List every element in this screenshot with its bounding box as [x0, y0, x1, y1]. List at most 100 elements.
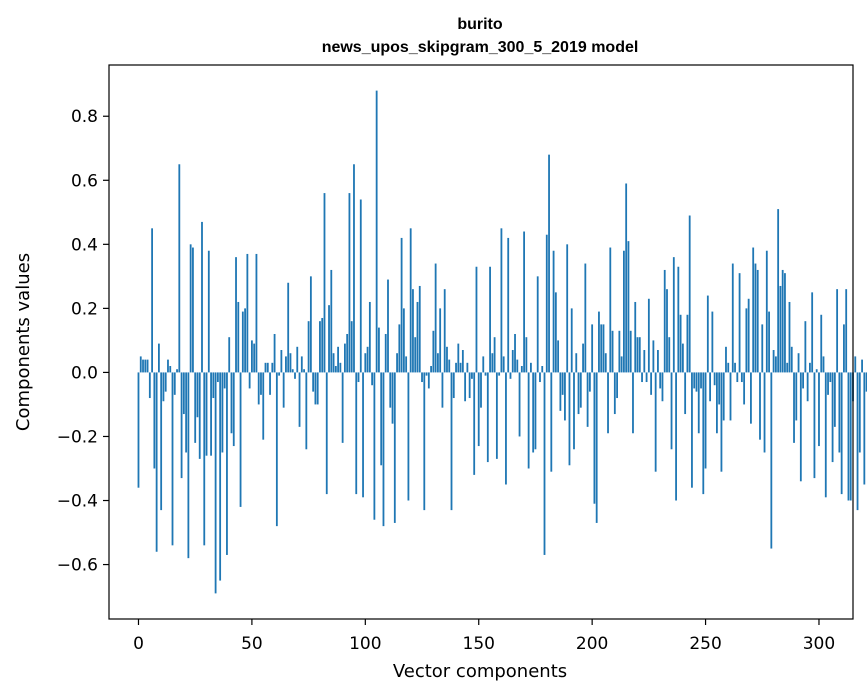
bar — [389, 372, 392, 408]
bar — [527, 372, 530, 469]
bar — [720, 372, 723, 472]
bar — [192, 247, 194, 373]
bar — [201, 221, 203, 373]
bar — [731, 263, 734, 373]
bar — [471, 372, 473, 379]
bar — [793, 372, 795, 443]
bar — [670, 372, 673, 450]
bar — [827, 372, 829, 395]
bar — [416, 301, 419, 373]
bar — [164, 372, 167, 392]
bar — [840, 372, 843, 495]
bar — [552, 250, 555, 373]
bar — [207, 250, 210, 373]
bar — [275, 372, 278, 527]
bar — [618, 330, 621, 373]
x-tick-label: 200 — [576, 634, 608, 654]
bar — [813, 372, 816, 479]
bar — [604, 353, 607, 373]
bar — [244, 308, 246, 373]
y-axis-ticks: −0.6 −0.4 −0.2 0.0 0.2 0.4 0.6 0.8 — [57, 107, 109, 576]
bar — [375, 90, 378, 373]
bar — [364, 353, 367, 373]
bar — [321, 317, 324, 373]
bar — [323, 193, 326, 373]
bar — [178, 164, 181, 373]
bar — [697, 372, 700, 434]
bar — [745, 308, 748, 373]
bar — [652, 340, 655, 373]
bar — [289, 353, 292, 373]
bar — [811, 292, 814, 373]
bar — [507, 237, 510, 373]
bar — [264, 362, 267, 373]
bar — [722, 372, 725, 421]
bar — [777, 209, 780, 373]
bar — [232, 372, 235, 447]
bar — [575, 353, 578, 373]
bar — [695, 372, 698, 392]
bar — [257, 372, 260, 405]
bar — [344, 343, 346, 373]
bar — [477, 372, 480, 447]
x-tick-label: 300 — [803, 634, 835, 654]
bar — [341, 372, 344, 443]
bar — [736, 372, 739, 383]
bar — [620, 356, 623, 373]
bar — [303, 369, 305, 373]
y-tick-label: 0.0 — [71, 363, 98, 383]
bar — [706, 295, 709, 373]
bar — [761, 324, 764, 373]
bar — [611, 330, 614, 373]
bar — [480, 372, 482, 408]
bar — [838, 372, 841, 453]
bar — [305, 372, 308, 450]
bar — [602, 324, 605, 373]
x-tick-label: 150 — [463, 634, 495, 654]
bar — [743, 372, 746, 405]
bar — [486, 372, 489, 463]
bar — [725, 346, 727, 373]
bar — [554, 292, 557, 373]
bar — [849, 372, 852, 501]
bar — [661, 372, 664, 402]
bar — [550, 372, 553, 472]
bar — [378, 327, 380, 373]
bar — [740, 372, 743, 383]
plot-frame — [108, 64, 854, 620]
bar — [609, 247, 612, 373]
y-tick-label: 0.6 — [71, 171, 98, 191]
y-tick-label: 0.8 — [71, 107, 98, 127]
bar — [613, 372, 616, 415]
bar — [151, 228, 153, 373]
bar — [598, 311, 600, 373]
bar — [530, 362, 532, 373]
chart-title-line-2: news_upos_skipgram_300_5_2019 model — [322, 39, 639, 56]
bar — [309, 276, 312, 373]
bar — [704, 372, 707, 469]
bar — [212, 372, 215, 399]
bar — [822, 356, 825, 373]
bar — [366, 346, 369, 373]
bar — [847, 372, 850, 501]
bar — [684, 372, 687, 415]
bar — [432, 330, 435, 373]
bar — [412, 289, 414, 373]
bar — [788, 301, 791, 373]
bar — [564, 372, 566, 421]
bar — [627, 241, 630, 373]
bar — [514, 333, 516, 373]
bar — [829, 372, 832, 383]
bar — [525, 337, 528, 373]
bar — [831, 372, 834, 463]
bar — [382, 372, 385, 527]
bar — [409, 228, 412, 373]
bar — [845, 289, 848, 373]
bar — [158, 343, 160, 373]
bar — [189, 244, 192, 373]
bar — [854, 356, 857, 373]
bar — [498, 372, 501, 376]
bar — [861, 359, 863, 373]
bar — [518, 372, 521, 437]
bar — [461, 350, 464, 373]
